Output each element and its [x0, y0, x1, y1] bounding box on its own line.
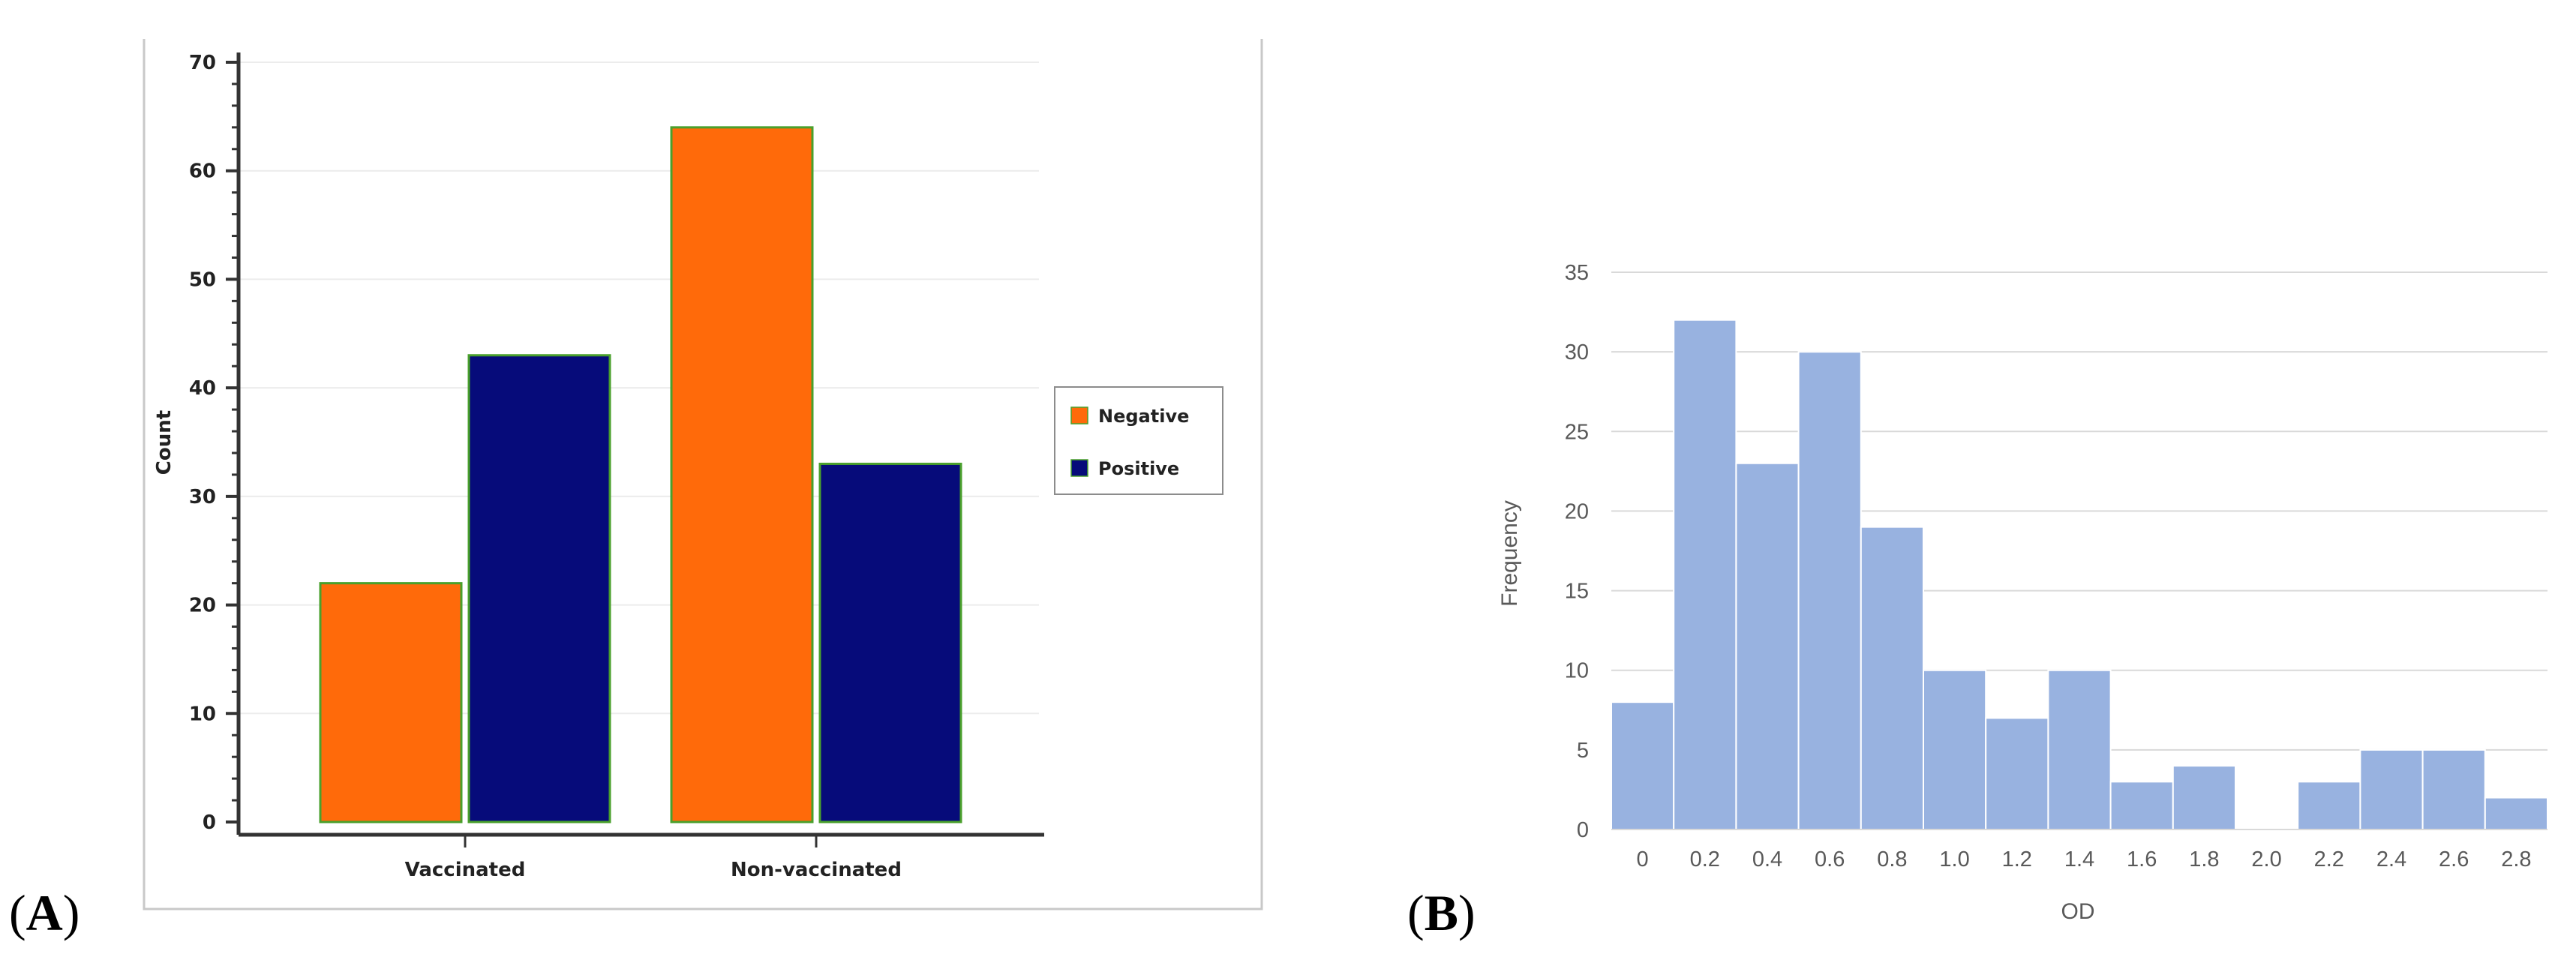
x-tick-label: 1.4	[2064, 848, 2094, 872]
histogram-bar	[1673, 319, 1737, 830]
x-tick-label: 2.2	[2314, 848, 2344, 872]
x-tick-label: 2.0	[2251, 848, 2281, 872]
panel-b-y-axis-label: Frequency	[1497, 500, 1522, 607]
x-tick-label: 2.6	[2439, 848, 2469, 872]
x-tick-label: 0.4	[1752, 848, 1782, 872]
panel-b-label-letter: B	[1425, 884, 1458, 941]
legend-swatch-positive	[1070, 459, 1088, 477]
panel-a-label-letter: A	[26, 884, 63, 941]
panel-b-x-ticks: 0 0.2 0.4 0.6 0.8 1.0 1.2 1.4 1.6 1.8 2.0 2.2 2.4 2.6…	[1637, 848, 2532, 872]
x-tick-label: 0	[1637, 848, 1649, 872]
y-tick-label: 40	[189, 377, 216, 400]
panel-b: 0 5 10 15 20 25 30 35 0 0.2 0.4 0.6 0.8 1.0 1.2 1.4 1.6…	[1407, 261, 2549, 941]
panel-a-label-close: )	[63, 884, 80, 941]
y-tick-label: 25	[1565, 420, 1589, 444]
histogram-bar	[2359, 748, 2424, 830]
histogram-bar	[1985, 717, 2049, 831]
x-tick-label: 0.2	[1690, 848, 1720, 872]
legend-swatch-negative	[1070, 406, 1088, 424]
panel-b-label-open: (	[1407, 884, 1425, 941]
histogram-bar	[1735, 462, 1800, 830]
y-tick-label: 10	[1565, 659, 1589, 683]
histogram-bar	[1860, 526, 1925, 831]
y-tick-label: 30	[1565, 340, 1589, 364]
panel-b-x-axis-label: OD	[2061, 899, 2095, 924]
histogram-bar	[2297, 781, 2361, 831]
histogram-bar	[2047, 669, 2112, 831]
y-tick-label: 35	[1565, 261, 1589, 285]
y-tick-label: 50	[189, 268, 216, 291]
x-tick-label: 0.6	[1815, 848, 1845, 872]
legend-label-positive: Positive	[1098, 458, 1179, 479]
histogram-bar	[2172, 765, 2237, 830]
histogram-bar	[2421, 748, 2486, 830]
x-tick-label: 0.8	[1877, 848, 1907, 872]
legend-label-negative: Negative	[1098, 406, 1189, 427]
x-tick-label: 1.0	[1939, 848, 1969, 872]
histogram-bar	[1923, 669, 1987, 831]
y-tick-label: 5	[1577, 739, 1589, 763]
bar-negative-non-vaccinated	[670, 126, 814, 824]
y-tick-label: 15	[1565, 580, 1589, 604]
y-tick-label: 20	[1565, 500, 1589, 524]
panel-a: 0 10 20 30 40 50 60 70 Vaccinated Non-vaccinated…	[9, 39, 1263, 941]
panel-a-x-ticks: Vaccinated Non-vaccinated	[405, 835, 902, 881]
histogram-bar	[1611, 701, 1675, 831]
panel-b-label: (B)	[1407, 884, 1476, 941]
x-tick-label: 2.8	[2501, 848, 2531, 872]
histogram-bar	[2484, 796, 2549, 830]
histogram-bar	[1797, 351, 1862, 830]
histogram-bar	[2109, 781, 2174, 831]
panel-a-legend: Negative Positive	[1054, 386, 1223, 495]
x-tick-label: Vaccinated	[405, 859, 526, 881]
panel-b-histogram-bars	[1611, 319, 2549, 831]
panel-b-y-ticks: 0 5 10 15 20 25 30 35	[1565, 261, 1589, 842]
panel-a-label: (A)	[9, 884, 80, 941]
panel-a-frame	[143, 39, 1263, 910]
y-tick-label: 30	[189, 486, 216, 508]
bar-positive-vaccinated	[467, 354, 611, 824]
y-tick-label: 10	[189, 703, 216, 725]
panel-b-label-close: )	[1458, 884, 1476, 941]
x-tick-label: 2.4	[2376, 848, 2406, 872]
panel-a-y-ticks: 0 10 20 30 40 50 60 70	[189, 52, 239, 834]
bar-positive-non-vaccinated	[818, 462, 962, 824]
x-tick-label: 1.8	[2189, 848, 2219, 872]
x-tick-label: Non-vaccinated	[731, 859, 902, 881]
panel-a-label-open: (	[9, 884, 26, 941]
y-tick-label: 0	[203, 812, 216, 834]
x-tick-label: 1.6	[2127, 848, 2157, 872]
y-tick-label: 20	[189, 595, 216, 617]
x-tick-label: 1.2	[2002, 848, 2032, 872]
y-tick-label: 60	[189, 160, 216, 183]
panel-a-bars	[319, 126, 962, 824]
y-tick-label: 0	[1577, 818, 1589, 842]
y-tick-label: 70	[189, 52, 216, 74]
bar-negative-vaccinated	[319, 582, 463, 824]
panel-a-y-axis-label: Count	[153, 410, 176, 475]
